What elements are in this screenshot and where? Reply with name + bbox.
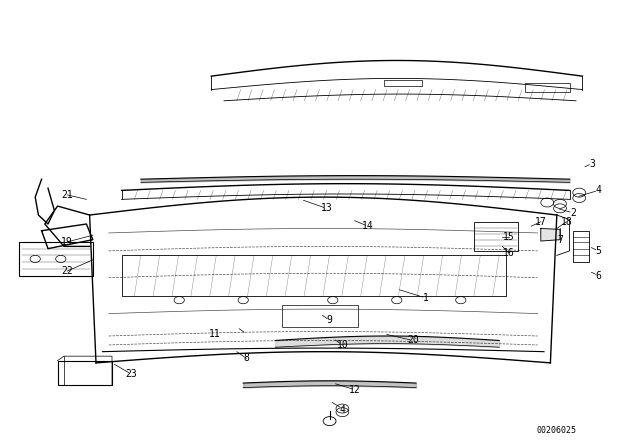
Bar bbox=[525, 83, 570, 92]
Polygon shape bbox=[541, 228, 560, 241]
Text: 9: 9 bbox=[326, 315, 333, 325]
Text: 12: 12 bbox=[349, 385, 361, 395]
Text: 4: 4 bbox=[595, 185, 602, 195]
Text: 13: 13 bbox=[321, 203, 332, 213]
Bar bbox=[474, 222, 518, 251]
Text: 1: 1 bbox=[422, 293, 429, 303]
Text: 2: 2 bbox=[570, 208, 576, 218]
Text: 18: 18 bbox=[561, 217, 572, 227]
Bar bbox=[384, 80, 422, 86]
Bar bbox=[573, 231, 589, 262]
Text: 22: 22 bbox=[61, 266, 73, 276]
Text: 21: 21 bbox=[61, 190, 73, 200]
Text: 14: 14 bbox=[362, 221, 374, 231]
Text: 4: 4 bbox=[339, 405, 346, 415]
Text: 15: 15 bbox=[503, 233, 515, 242]
Text: 16: 16 bbox=[503, 248, 515, 258]
Text: 20: 20 bbox=[407, 336, 419, 345]
Bar bbox=[122, 255, 506, 296]
Text: 8: 8 bbox=[243, 353, 250, 363]
Text: 7: 7 bbox=[557, 235, 563, 245]
Text: 3: 3 bbox=[589, 159, 595, 168]
Text: 10: 10 bbox=[337, 340, 348, 350]
Text: 5: 5 bbox=[595, 246, 602, 256]
Text: 11: 11 bbox=[209, 329, 220, 339]
Text: 19: 19 bbox=[61, 237, 73, 247]
Text: 6: 6 bbox=[595, 271, 602, 280]
Text: 23: 23 bbox=[125, 369, 137, 379]
Text: 17: 17 bbox=[535, 217, 547, 227]
Bar bbox=[282, 305, 358, 327]
Text: 00206025: 00206025 bbox=[537, 426, 577, 435]
